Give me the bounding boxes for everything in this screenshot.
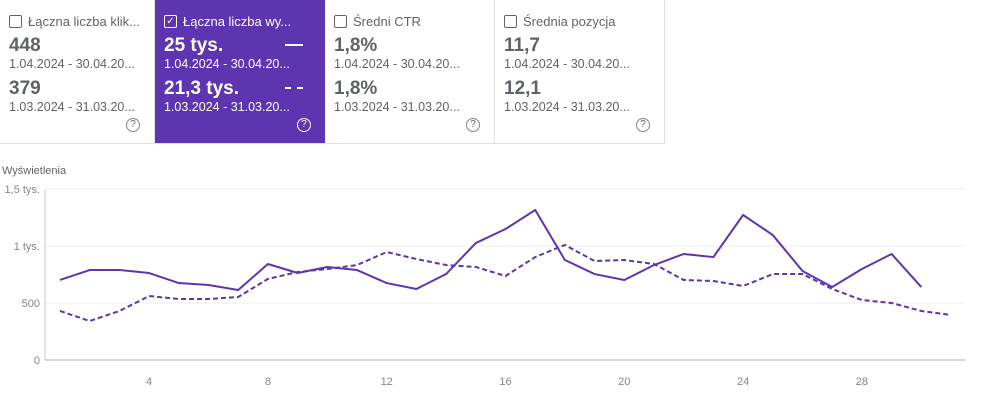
x-tick-label: 20 [618, 376, 630, 388]
dashed-line-legend-icon [285, 87, 303, 89]
y-tick-label: 500 [22, 298, 40, 310]
previous-period-line [59, 243, 952, 323]
previous-range: 1.03.2024 - 31.03.20... [334, 100, 460, 114]
x-tick-label: 12 [381, 376, 393, 388]
previous-range: 1.03.2024 - 31.03.20... [504, 100, 630, 114]
solid-line-legend-icon [285, 44, 303, 46]
y-tick-label: 1,5 tys. [5, 184, 40, 196]
previous-value: 1,8% [334, 78, 378, 99]
metric-card-position[interactable]: Średnia pozycja 11,7 1.04.2024 - 30.04.2… [495, 0, 665, 143]
current-range: 1.04.2024 - 30.04.20... [504, 57, 630, 71]
previous-range: 1.03.2024 - 31.03.20... [9, 100, 135, 114]
x-tick-label: 24 [737, 376, 749, 388]
metric-card-clicks[interactable]: Łączna liczba klik... 448 1.04.2024 - 30… [0, 0, 155, 143]
previous-value: 379 [9, 78, 41, 99]
x-tick-label: 28 [856, 376, 868, 388]
help-icon[interactable]: ? [126, 118, 140, 132]
checkbox[interactable]: ✓ [164, 15, 177, 28]
current-value: 1,8% [334, 35, 378, 56]
current-value: 11,7 [504, 35, 540, 56]
metric-label: Łączna liczba klik... [28, 14, 140, 29]
checkbox[interactable] [334, 15, 347, 28]
current-period-line [59, 208, 923, 292]
help-icon[interactable]: ? [297, 118, 311, 132]
metric-card-impressions[interactable]: ✓ Łączna liczba wy... 25 tys. 1.04.2024 -… [155, 0, 325, 143]
x-tick-label: 16 [499, 376, 511, 388]
metric-cards: Łączna liczba klik... 448 1.04.2024 - 30… [0, 0, 665, 144]
x-tick-label: 8 [265, 376, 271, 388]
metric-label: Średnia pozycja [523, 14, 616, 29]
help-icon[interactable]: ? [636, 118, 650, 132]
checkbox[interactable] [504, 15, 517, 28]
current-range: 1.04.2024 - 30.04.20... [9, 57, 135, 71]
current-value: 25 tys. [164, 35, 224, 56]
x-tick-label: 4 [146, 376, 152, 388]
metric-label: Łączna liczba wy... [183, 14, 292, 29]
y-axis-title: Wyświetlenia [2, 165, 67, 177]
previous-value: 12,1 [504, 78, 541, 99]
y-tick-label: 1 tys. [14, 241, 40, 253]
previous-value: 21,3 tys. [164, 78, 239, 99]
checkbox[interactable] [9, 15, 22, 28]
y-tick-label: 0 [34, 355, 40, 367]
help-icon[interactable]: ? [466, 118, 480, 132]
current-value: 448 [9, 35, 41, 56]
check-icon: ✓ [166, 15, 175, 27]
current-range: 1.04.2024 - 30.04.20... [164, 57, 290, 71]
previous-range: 1.03.2024 - 31.03.20... [164, 100, 290, 114]
current-range: 1.04.2024 - 30.04.20... [334, 57, 460, 71]
metric-label: Średni CTR [353, 14, 421, 29]
metric-card-ctr[interactable]: Średni CTR 1,8% 1.04.2024 - 30.04.20... … [325, 0, 495, 143]
